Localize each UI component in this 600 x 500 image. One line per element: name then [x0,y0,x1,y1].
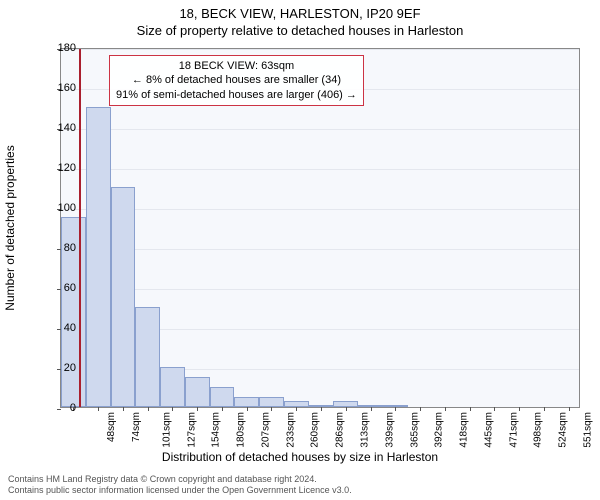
ytick-label: 80 [46,242,76,254]
xtick-label: 551sqm [582,412,593,448]
xtick-mark [371,407,372,411]
xtick-label: 471sqm [508,412,519,448]
footer-line: Contains HM Land Registry data © Crown c… [8,474,352,485]
histogram-bar [210,387,235,407]
xtick-mark [222,407,223,411]
xtick-mark [148,407,149,411]
annotation-line: 18 BECK VIEW: 63sqm [116,59,357,73]
xtick-mark [172,407,173,411]
xtick-label: 207sqm [261,412,272,448]
histogram-bar [185,377,210,407]
histogram-bar [111,187,136,407]
ytick-label: 180 [46,42,76,54]
histogram-bar [259,397,284,407]
xtick-label: 286sqm [335,412,346,448]
xtick-label: 180sqm [236,412,247,448]
xtick-label: 48sqm [106,412,117,442]
xtick-label: 260sqm [310,412,321,448]
xtick-label: 392sqm [434,412,445,448]
ytick-label: 100 [46,202,76,214]
xtick-mark [197,407,198,411]
xtick-label: 313sqm [360,412,371,448]
xtick-mark [420,407,421,411]
xtick-mark [321,407,322,411]
xtick-mark [445,407,446,411]
annotation-line: ← 8% of detached houses are smaller (34) [116,73,357,87]
y-axis-label: Number of detached properties [3,145,17,310]
histogram-bar [160,367,185,407]
ytick-label: 40 [46,322,76,334]
xtick-mark [395,407,396,411]
xtick-mark [544,407,545,411]
xtick-label: 74sqm [131,412,142,442]
ytick-label: 160 [46,82,76,94]
chart-title: 18, BECK VIEW, HARLESTON, IP20 9EF [0,0,600,21]
histogram-bar [135,307,160,407]
xtick-label: 154sqm [211,412,222,448]
xtick-label: 127sqm [186,412,197,448]
xtick-mark [271,407,272,411]
xtick-mark [569,407,570,411]
xtick-mark [98,407,99,411]
x-axis-label: Distribution of detached houses by size … [0,450,600,464]
gridline [61,209,579,210]
xtick-label: 339sqm [384,412,395,448]
ytick-label: 140 [46,122,76,134]
gridline [61,289,579,290]
gridline [61,249,579,250]
xtick-label: 365sqm [409,412,420,448]
ytick-label: 20 [46,362,76,374]
gridline [61,169,579,170]
xtick-mark [346,407,347,411]
xtick-label: 498sqm [533,412,544,448]
plot-area: 18 BECK VIEW: 63sqm← 8% of detached hous… [60,48,580,408]
ytick-label: 120 [46,162,76,174]
histogram-bar [234,397,259,407]
ytick-label: 60 [46,282,76,294]
xtick-label: 445sqm [483,412,494,448]
xtick-label: 233sqm [285,412,296,448]
ytick-label: 0 [46,402,76,414]
annotation-box: 18 BECK VIEW: 63sqm← 8% of detached hous… [109,55,364,106]
gridline [61,49,579,50]
attribution-footer: Contains HM Land Registry data © Crown c… [8,474,352,496]
xtick-mark [470,407,471,411]
xtick-mark [494,407,495,411]
xtick-mark [123,407,124,411]
xtick-mark [519,407,520,411]
annotation-line: 91% of semi-detached houses are larger (… [116,88,357,102]
chart-container: 18, BECK VIEW, HARLESTON, IP20 9EF Size … [0,0,600,500]
gridline [61,129,579,130]
xtick-mark [247,407,248,411]
xtick-label: 524sqm [558,412,569,448]
xtick-label: 101sqm [161,412,172,448]
reference-line [79,49,81,407]
histogram-bar [86,107,111,407]
footer-line: Contains public sector information licen… [8,485,352,496]
xtick-mark [296,407,297,411]
xtick-label: 418sqm [459,412,470,448]
chart-subtitle: Size of property relative to detached ho… [0,21,600,38]
